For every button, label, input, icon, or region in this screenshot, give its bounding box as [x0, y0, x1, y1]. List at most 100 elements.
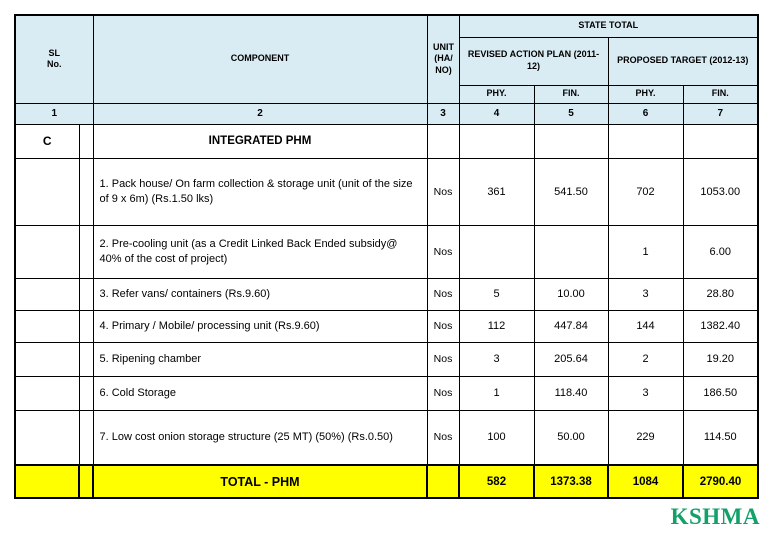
spacer-cell [78, 341, 94, 377]
table-row: 4. Primary / Mobile/ processing unit (Rs… [14, 309, 759, 343]
unit-cell: Nos [426, 224, 460, 279]
rap-fin-cell: 10.00 [533, 277, 609, 311]
section-title: INTEGRATED PHM [92, 123, 428, 159]
sl-no-label: SL No. [47, 47, 62, 70]
pt-phy-cell: 702 [607, 157, 684, 226]
section-code: C [14, 123, 80, 159]
total-rap-fin: 1373.38 [533, 464, 609, 499]
table-row: 1. Pack house/ On farm collection & stor… [14, 157, 759, 226]
pt-fin-cell: 186.50 [682, 375, 759, 411]
header-cell-pt-phy: PHY. [607, 84, 684, 104]
component-cell: 7. Low cost onion storage structure (25 … [92, 409, 428, 466]
spacer-cell [78, 464, 94, 499]
total-row: TOTAL - PHM 582 1373.38 1084 2790.40 [14, 464, 760, 499]
pt-fin-cell: 19.20 [682, 341, 759, 377]
col-number-7: 7 [682, 102, 759, 125]
spacer-cell [78, 277, 94, 311]
rap-fin-cell: 447.84 [533, 309, 609, 343]
pt-phy-cell: 3 [607, 277, 684, 311]
col-number-4: 4 [458, 102, 535, 125]
pt-fin-cell: 6.00 [682, 224, 759, 279]
empty-cell [607, 123, 684, 159]
spacer-cell [78, 309, 94, 343]
header-cell-component: COMPONENT [92, 14, 428, 104]
rap-phy-cell: 361 [458, 157, 535, 226]
pt-fin-cell: 28.80 [682, 277, 759, 311]
header-cell-sl-no: SL No. [14, 14, 94, 104]
unit-cell [426, 464, 460, 499]
sl-cell [14, 224, 80, 279]
table-row: 5. Ripening chamber Nos 3 205.64 2 19.20 [14, 341, 759, 377]
pt-phy-cell: 144 [607, 309, 684, 343]
sl-cell [14, 277, 80, 311]
total-rap-phy: 582 [458, 464, 535, 499]
spacer-cell [78, 409, 94, 466]
header-cell-rap-fin: FIN. [533, 84, 609, 104]
table-row: 6. Cold Storage Nos 1 118.40 3 186.50 [14, 375, 759, 411]
pt-phy-cell: 1 [607, 224, 684, 279]
unit-cell: Nos [426, 409, 460, 466]
empty-cell [458, 123, 535, 159]
header-cell-rap-phy: PHY. [458, 84, 535, 104]
header-cell-proposed-target: PROPOSED TARGET (2012-13) [607, 36, 759, 86]
spacer-cell [78, 123, 94, 159]
spacer-cell [78, 157, 94, 226]
table-row: 2. Pre-cooling unit (as a Credit Linked … [14, 224, 759, 279]
header-row-column-numbers: 1 2 3 4 5 6 7 [14, 102, 759, 125]
total-pt-fin: 2790.40 [681, 464, 760, 499]
unit-cell: Nos [426, 341, 460, 377]
col-number-5: 5 [533, 102, 609, 125]
col-number-2: 2 [92, 102, 428, 125]
section-row: C INTEGRATED PHM [14, 123, 759, 159]
header-row-phy-fin: PHY. FIN. PHY. FIN. [15, 84, 759, 104]
component-cell: 4. Primary / Mobile/ processing unit (Rs… [92, 309, 428, 343]
sl-cell [14, 409, 80, 466]
spacer-cell [78, 224, 94, 279]
phm-action-plan-table: SL No. COMPONENT UNIT (HA/ NO) STATE TOT… [14, 14, 760, 499]
component-cell: 3. Refer vans/ containers (Rs.9.60) [92, 277, 428, 311]
header-row-state-total: SL No. COMPONENT UNIT (HA/ NO) STATE TOT… [14, 14, 759, 104]
rap-phy-cell: 1 [458, 375, 535, 411]
rap-phy-cell: 100 [458, 409, 535, 466]
unit-label: UNIT (HA/ NO) [433, 41, 454, 76]
col-number-3: 3 [426, 102, 460, 125]
pt-fin-cell: 1382.40 [682, 309, 759, 343]
total-label: TOTAL - PHM [92, 464, 428, 499]
header-row-plan-groups: REVISED ACTION PLAN (2011-12) PROPOSED T… [15, 36, 759, 86]
component-cell: 2. Pre-cooling unit (as a Credit Linked … [92, 224, 428, 279]
unit-cell: Nos [426, 309, 460, 343]
empty-cell [533, 123, 609, 159]
table-row: 7. Low cost onion storage structure (25 … [14, 409, 759, 466]
sl-cell [14, 464, 80, 499]
spacer-cell [78, 375, 94, 411]
pt-phy-cell: 229 [607, 409, 684, 466]
rap-phy-cell: 3 [458, 341, 535, 377]
col-number-1: 1 [14, 102, 94, 125]
rap-phy-cell [458, 224, 535, 279]
sl-cell [14, 341, 80, 377]
pt-phy-cell: 3 [607, 375, 684, 411]
rap-fin-cell: 118.40 [533, 375, 609, 411]
sl-cell [14, 157, 80, 226]
rap-phy-cell: 5 [458, 277, 535, 311]
rap-fin-cell [533, 224, 609, 279]
rap-fin-cell: 50.00 [533, 409, 609, 466]
sl-cell [14, 375, 80, 411]
component-cell: 1. Pack house/ On farm collection & stor… [92, 157, 428, 226]
pt-fin-cell: 114.50 [682, 409, 759, 466]
empty-cell [426, 123, 460, 159]
unit-cell: Nos [426, 157, 460, 226]
rap-fin-cell: 205.64 [533, 341, 609, 377]
rap-fin-cell: 541.50 [533, 157, 609, 226]
pt-fin-cell: 1053.00 [682, 157, 759, 226]
component-cell: 5. Ripening chamber [92, 341, 428, 377]
header-cell-revised-action-plan: REVISED ACTION PLAN (2011-12) [458, 36, 609, 86]
component-cell: 6. Cold Storage [92, 375, 428, 411]
empty-cell [682, 123, 759, 159]
total-pt-phy: 1084 [607, 464, 684, 499]
table-row: 3. Refer vans/ containers (Rs.9.60) Nos … [14, 277, 759, 311]
col-number-6: 6 [607, 102, 684, 125]
brand-watermark: KSHMA [670, 504, 760, 529]
unit-cell: Nos [426, 277, 460, 311]
